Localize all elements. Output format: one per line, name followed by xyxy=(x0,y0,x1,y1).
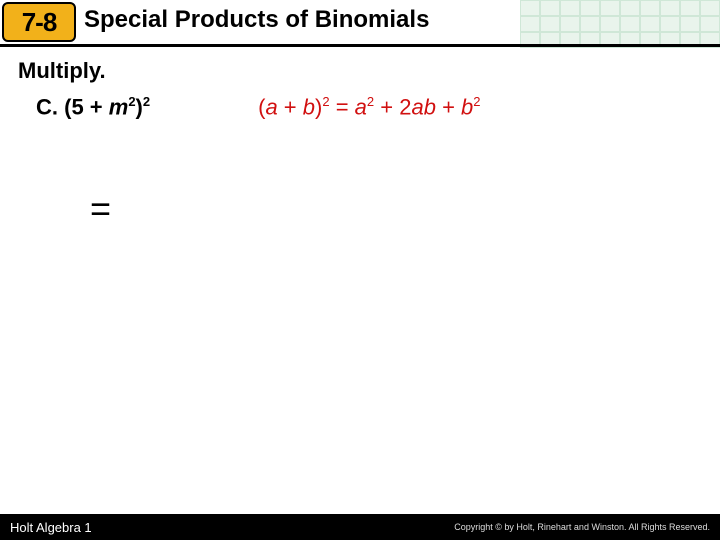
problem-row: C. (5 + m2)2 (a + b)2 = a2 + 2ab + b2 xyxy=(36,94,708,120)
header-grid-decoration xyxy=(520,0,720,48)
header-divider xyxy=(0,44,720,47)
lesson-number: 7-8 xyxy=(22,7,57,38)
problem-variable: m xyxy=(109,94,129,119)
equals-symbol: = xyxy=(90,188,111,230)
footer-textbook: Holt Algebra 1 xyxy=(10,520,92,535)
problem-exp2: 2 xyxy=(143,94,150,109)
problem-mid: ) xyxy=(136,94,143,119)
lesson-number-badge: 7-8 xyxy=(2,2,76,42)
slide-content: Multiply. C. (5 + m2)2 (a + b)2 = a2 + 2… xyxy=(18,58,708,120)
identity-formula: (a + b)2 = a2 + 2ab + b2 xyxy=(258,94,480,120)
slide-footer: Holt Algebra 1 Copyright © by Holt, Rine… xyxy=(0,514,720,540)
slide-header: 7-8 Special Products of Binomials xyxy=(0,0,720,48)
chapter-title: Special Products of Binomials xyxy=(84,6,429,34)
instruction-text: Multiply. xyxy=(18,58,708,84)
footer-copyright: Copyright © by Holt, Rinehart and Winsto… xyxy=(454,522,710,532)
problem-expression: C. (5 + m2)2 xyxy=(36,94,150,120)
problem-exp1: 2 xyxy=(128,94,135,109)
problem-prefix: C. (5 + xyxy=(36,94,109,119)
